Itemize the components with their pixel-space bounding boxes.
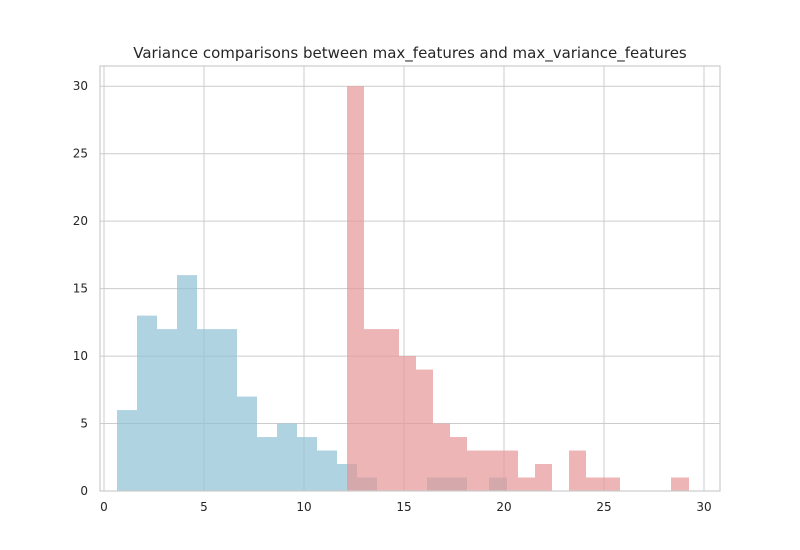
histogram-bar bbox=[277, 423, 297, 491]
histogram-bar bbox=[157, 329, 177, 491]
histogram-bar bbox=[177, 275, 197, 491]
x-tick-label: 0 bbox=[100, 500, 108, 514]
histogram-bar bbox=[364, 329, 399, 491]
histogram-bar bbox=[569, 450, 586, 491]
histogram-bar bbox=[433, 423, 450, 491]
histogram-bar bbox=[518, 477, 535, 491]
plot-frame bbox=[99, 65, 721, 492]
histogram-bar bbox=[197, 329, 217, 491]
y-tick-label: 0 bbox=[80, 484, 88, 498]
histogram-bar bbox=[317, 450, 337, 491]
histogram-bar bbox=[484, 450, 518, 491]
histogram-bar bbox=[450, 437, 467, 491]
histogram-bar bbox=[347, 86, 364, 491]
x-tick-label: 15 bbox=[396, 500, 411, 514]
chart-title: Variance comparisons between max_feature… bbox=[133, 44, 687, 63]
y-tick-label: 5 bbox=[80, 417, 88, 431]
histogram-bars bbox=[117, 86, 689, 491]
x-tick-label: 25 bbox=[596, 500, 611, 514]
series-2-bars bbox=[347, 86, 689, 491]
histogram-bar bbox=[467, 450, 484, 491]
histogram-bar bbox=[399, 356, 416, 491]
histogram-bar bbox=[671, 477, 689, 491]
histogram-bar bbox=[586, 477, 620, 491]
x-tick-label: 20 bbox=[496, 500, 511, 514]
histogram-bar bbox=[297, 437, 317, 491]
x-tick-label: 30 bbox=[696, 500, 711, 514]
x-tick-labels: 0 5 10 15 20 25 30 bbox=[100, 500, 711, 514]
y-tick-label: 20 bbox=[73, 214, 88, 228]
histogram-bar bbox=[416, 369, 433, 491]
histogram-bar bbox=[237, 396, 257, 491]
histogram-bar bbox=[217, 329, 237, 491]
histogram-bar bbox=[535, 464, 552, 491]
y-tick-label: 25 bbox=[73, 147, 88, 161]
histogram-bar bbox=[257, 437, 277, 491]
histogram-bar bbox=[117, 410, 137, 491]
y-tick-label: 30 bbox=[73, 79, 88, 93]
x-tick-label: 5 bbox=[200, 500, 208, 514]
histogram-bar bbox=[137, 315, 157, 491]
y-tick-label: 10 bbox=[73, 349, 88, 363]
x-tick-label: 10 bbox=[296, 500, 311, 514]
y-tick-labels: 0 5 10 15 20 25 30 bbox=[73, 79, 88, 498]
y-tick-label: 15 bbox=[73, 282, 88, 296]
